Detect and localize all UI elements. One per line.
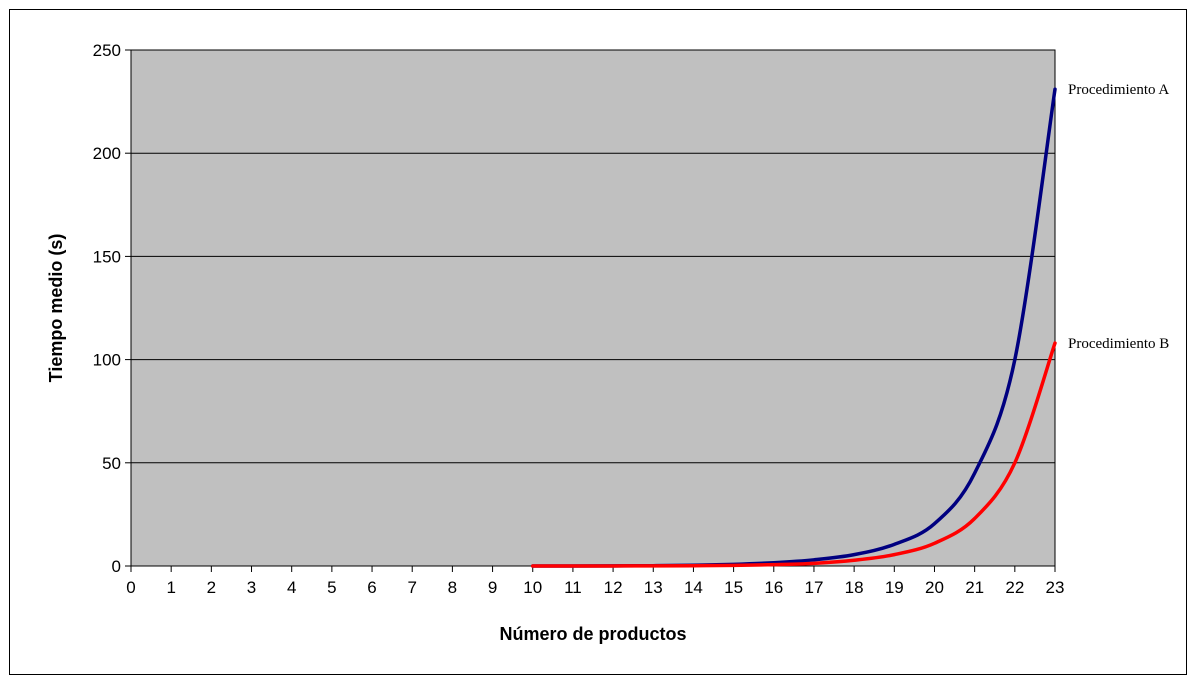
series-lines — [530, 87, 1057, 568]
y-axis-title: Tiempo medio (s) — [46, 234, 66, 383]
plot-area — [130, 49, 1056, 567]
y-tick-label: 50 — [102, 454, 121, 473]
y-tick-label: 150 — [93, 247, 121, 266]
x-tick-label: 10 — [523, 578, 542, 597]
series-line-b — [530, 341, 1057, 568]
y-tick-label: 250 — [93, 41, 121, 60]
series-labels: Procedimiento A Procedimiento B — [1068, 82, 1169, 352]
x-tick-label: 7 — [407, 578, 416, 597]
x-tick-label: 17 — [804, 578, 823, 597]
x-tick-label: 18 — [845, 578, 864, 597]
x-tick-label: 20 — [925, 578, 944, 597]
x-tick-label: 8 — [448, 578, 457, 597]
y-tick-label: 200 — [93, 144, 121, 163]
x-tick-label: 16 — [764, 578, 783, 597]
x-tick-label: 23 — [1046, 578, 1065, 597]
y-tick-label: 0 — [112, 557, 121, 576]
x-tick-label: 0 — [126, 578, 135, 597]
series-label-a: Procedimiento A — [1068, 82, 1169, 98]
x-tick-label: 9 — [488, 578, 497, 597]
x-axis-title: Número de productos — [499, 624, 686, 644]
x-tick-label: 4 — [287, 578, 296, 597]
x-tick-label: 5 — [327, 578, 336, 597]
x-tick-label: 14 — [684, 578, 703, 597]
x-tick-label: 15 — [724, 578, 743, 597]
y-tick-label: 100 — [93, 351, 121, 370]
y-tick-labels: 0 50 100 150 200 250 — [93, 41, 121, 576]
x-tick-label: 19 — [885, 578, 904, 597]
x-tick-label: 2 — [207, 578, 216, 597]
x-tick-label: 22 — [1005, 578, 1024, 597]
x-tick-label: 3 — [247, 578, 256, 597]
x-tick-label: 6 — [367, 578, 376, 597]
x-tick-label: 1 — [166, 578, 175, 597]
x-tick-label: 13 — [644, 578, 663, 597]
grid-lines — [131, 49, 1055, 464]
series-label-b: Procedimiento B — [1068, 336, 1169, 352]
x-tick-label: 11 — [564, 578, 582, 597]
x-tick-label: 21 — [965, 578, 984, 597]
x-tick-labels: 0 1 2 3 4 5 6 7 8 9 10 11 12 13 14 15 16 17 18 19 20 21 22 23 — [126, 578, 1064, 597]
x-tick-label: 12 — [604, 578, 623, 597]
